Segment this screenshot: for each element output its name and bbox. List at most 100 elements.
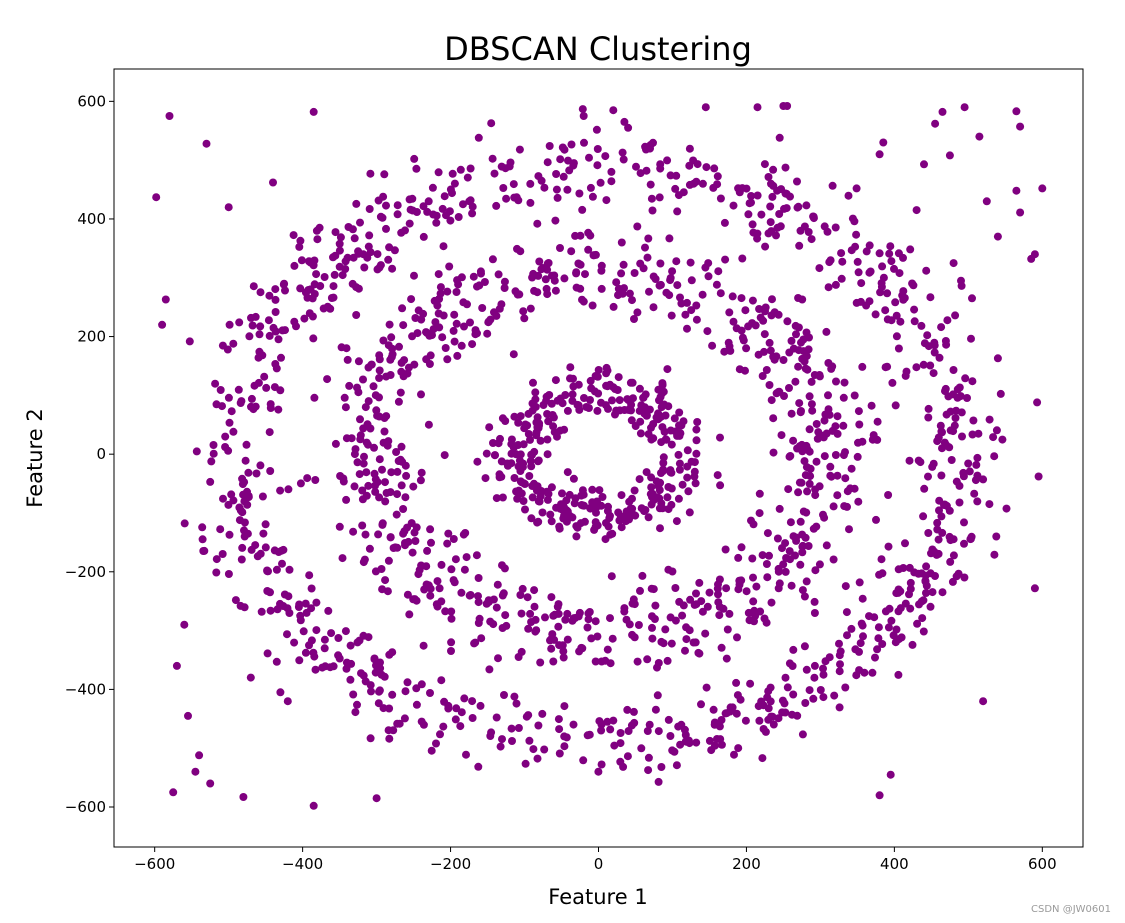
scatter-point	[627, 406, 635, 415]
scatter-point	[509, 443, 518, 452]
y-axis: −600 −400 −200 0 200 400 600	[65, 92, 114, 816]
scatter-point	[559, 647, 568, 656]
scatter-point	[373, 659, 382, 667]
scatter-point	[307, 584, 316, 593]
scatter-point	[474, 133, 483, 142]
scatter-point	[647, 473, 656, 482]
scatter-point	[742, 184, 751, 193]
scatter-point	[534, 457, 542, 466]
scatter-point	[884, 623, 893, 632]
scatter-point	[937, 512, 946, 521]
scatter-point	[520, 314, 529, 323]
scatter-point	[468, 714, 477, 722]
scatter-point	[766, 202, 775, 211]
scatter-point	[930, 348, 939, 357]
scatter-point	[875, 150, 884, 159]
scatter-point	[875, 249, 884, 258]
scatter-point	[588, 192, 597, 201]
scatter-point	[456, 722, 465, 731]
scatter-point	[647, 483, 656, 492]
scatter-point	[342, 344, 351, 353]
x-tick-label: 200	[732, 855, 761, 873]
scatter-point	[659, 387, 668, 396]
scatter-point	[331, 228, 340, 237]
scatter-point	[375, 686, 384, 695]
scatter-point	[485, 423, 494, 432]
scatter-point	[873, 645, 882, 654]
scatter-point	[644, 766, 653, 775]
scatter-point	[672, 257, 681, 266]
scatter-point	[257, 607, 266, 616]
scatter-point	[572, 269, 581, 278]
scatter-point	[527, 514, 536, 523]
scatter-point	[305, 571, 314, 580]
scatter-point	[308, 312, 317, 321]
scatter-point	[519, 307, 528, 316]
scatter-point	[453, 276, 462, 285]
scatter-point	[512, 487, 521, 496]
scatter-point	[320, 273, 329, 281]
scatter-point	[854, 268, 863, 277]
scatter-point	[732, 709, 741, 718]
scatter-point	[705, 736, 714, 745]
scatter-point	[800, 592, 809, 601]
scatter-point	[473, 457, 482, 466]
scatter-point	[712, 280, 721, 289]
scatter-point	[920, 484, 929, 493]
scatter-point	[263, 567, 272, 576]
scatter-point	[526, 198, 535, 207]
scatter-point	[785, 384, 793, 392]
scatter-point	[608, 396, 616, 405]
scatter-point	[862, 301, 871, 310]
scatter-point	[342, 664, 351, 673]
scatter-point	[225, 320, 234, 329]
scatter-point	[921, 577, 930, 586]
scatter-point	[686, 595, 695, 604]
scatter-point	[841, 582, 850, 591]
scatter-point	[961, 374, 970, 383]
scatter-point	[576, 231, 585, 240]
scatter-point	[683, 473, 692, 482]
scatter-point	[434, 309, 443, 318]
scatter-point	[536, 658, 545, 667]
scatter-point	[922, 589, 930, 597]
scatter-point	[266, 467, 275, 475]
scatter-point	[656, 524, 664, 533]
scatter-point	[597, 760, 606, 769]
scatter-point	[290, 261, 299, 270]
scatter-point	[549, 422, 558, 431]
scatter-point	[822, 327, 831, 336]
scatter-point	[407, 295, 416, 304]
scatter-point	[648, 489, 657, 498]
scatter-point	[679, 601, 688, 610]
scatter-point	[229, 339, 238, 348]
scatter-point	[615, 516, 624, 525]
scatter-point	[231, 596, 240, 605]
scatter-point	[296, 611, 305, 620]
scatter-point	[521, 505, 529, 514]
scatter-point	[714, 598, 723, 607]
scatter-point	[295, 600, 304, 609]
scatter-point	[534, 172, 543, 181]
scatter-point	[352, 311, 361, 319]
scatter-point	[589, 251, 598, 260]
scatter-point	[559, 653, 568, 662]
scatter-point	[717, 643, 726, 652]
scatter-point	[805, 425, 814, 434]
scatter-point	[675, 465, 684, 474]
scatter-point	[191, 767, 200, 776]
scatter-point	[800, 457, 809, 466]
scatter-point	[578, 105, 587, 114]
scatter-point	[211, 379, 220, 388]
scatter-point	[938, 107, 947, 116]
scatter-point	[927, 549, 935, 558]
scatter-point	[513, 494, 522, 503]
scatter-point	[510, 412, 519, 421]
scatter-point	[642, 468, 651, 477]
scatter-point	[558, 641, 567, 650]
scatter-point	[404, 363, 413, 372]
scatter-point	[593, 632, 602, 641]
scatter-point	[223, 345, 232, 354]
scatter-point	[408, 332, 417, 341]
scatter-point	[781, 673, 790, 682]
